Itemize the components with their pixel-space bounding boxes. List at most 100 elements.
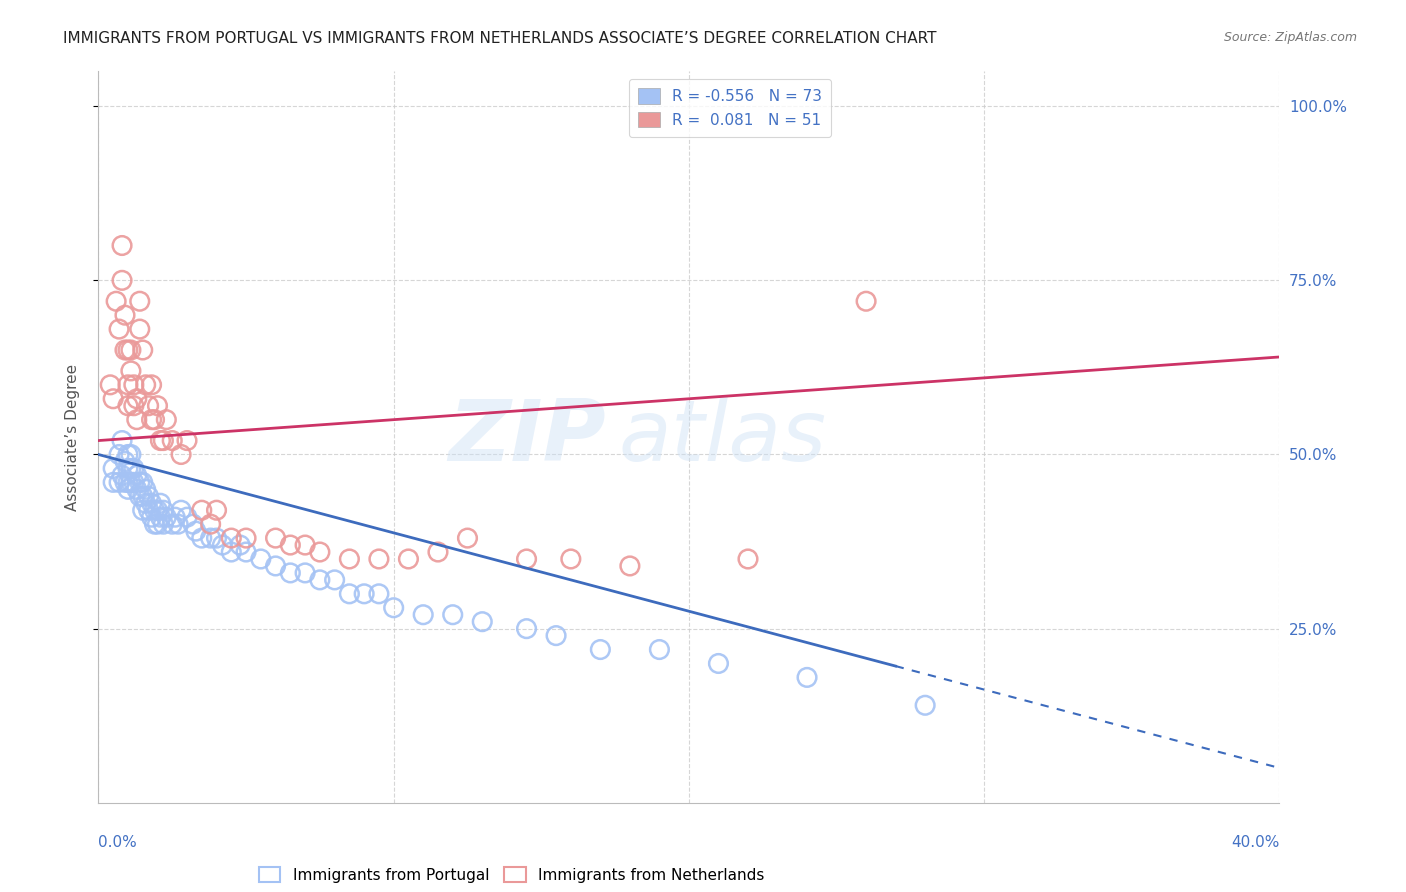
- Point: [122, 461, 145, 475]
- Point: [184, 524, 207, 538]
- Point: [128, 489, 150, 503]
- Text: 40.0%: 40.0%: [1232, 836, 1279, 850]
- Point: [108, 475, 131, 490]
- Point: [368, 587, 391, 601]
- Point: [309, 573, 332, 587]
- Point: [114, 308, 136, 322]
- Point: [149, 434, 172, 448]
- Point: [117, 475, 139, 490]
- Point: [278, 566, 302, 580]
- Point: [796, 670, 818, 684]
- Point: [128, 294, 150, 309]
- Point: [143, 412, 166, 426]
- Point: [170, 503, 193, 517]
- Point: [353, 587, 375, 601]
- Point: [170, 448, 193, 462]
- Point: [441, 607, 464, 622]
- Point: [176, 510, 198, 524]
- Point: [412, 607, 434, 622]
- Point: [135, 496, 157, 510]
- Point: [200, 531, 222, 545]
- Point: [707, 657, 730, 671]
- Point: [560, 552, 582, 566]
- Text: IMMIGRANTS FROM PORTUGAL VS IMMIGRANTS FROM NETHERLANDS ASSOCIATE’S DEGREE CORRE: IMMIGRANTS FROM PORTUGAL VS IMMIGRANTS F…: [63, 31, 936, 46]
- Point: [141, 412, 163, 426]
- Point: [117, 399, 139, 413]
- Point: [323, 573, 346, 587]
- Point: [149, 510, 172, 524]
- Point: [125, 468, 148, 483]
- Point: [855, 294, 877, 309]
- Point: [162, 434, 183, 448]
- Point: [111, 468, 134, 483]
- Point: [135, 377, 157, 392]
- Point: [141, 377, 163, 392]
- Point: [122, 377, 145, 392]
- Point: [515, 552, 537, 566]
- Point: [368, 552, 391, 566]
- Text: atlas: atlas: [619, 395, 827, 479]
- Point: [152, 503, 174, 517]
- Point: [138, 489, 160, 503]
- Legend: R = -0.556   N = 73, R =  0.081   N = 51: R = -0.556 N = 73, R = 0.081 N = 51: [630, 79, 831, 137]
- Point: [211, 538, 233, 552]
- Point: [191, 531, 214, 545]
- Point: [146, 517, 169, 532]
- Point: [309, 545, 332, 559]
- Point: [294, 566, 316, 580]
- Point: [737, 552, 759, 566]
- Point: [219, 545, 242, 559]
- Point: [120, 475, 142, 490]
- Point: [219, 531, 242, 545]
- Point: [125, 412, 148, 426]
- Text: ZIP: ZIP: [449, 395, 606, 479]
- Point: [108, 322, 131, 336]
- Point: [138, 399, 160, 413]
- Point: [205, 503, 228, 517]
- Point: [120, 461, 142, 475]
- Point: [165, 510, 187, 524]
- Point: [427, 545, 450, 559]
- Point: [146, 399, 169, 413]
- Point: [117, 483, 139, 497]
- Point: [264, 558, 287, 573]
- Point: [229, 538, 252, 552]
- Point: [264, 531, 287, 545]
- Point: [120, 364, 142, 378]
- Point: [122, 475, 145, 490]
- Point: [181, 517, 204, 532]
- Point: [546, 629, 568, 643]
- Point: [128, 475, 150, 490]
- Point: [143, 503, 166, 517]
- Point: [152, 517, 174, 532]
- Point: [135, 483, 157, 497]
- Point: [294, 538, 316, 552]
- Point: [105, 294, 128, 309]
- Point: [132, 475, 155, 490]
- Point: [132, 489, 155, 503]
- Point: [111, 273, 134, 287]
- Point: [250, 552, 273, 566]
- Text: 0.0%: 0.0%: [98, 836, 138, 850]
- Point: [589, 642, 612, 657]
- Text: Source: ZipAtlas.com: Source: ZipAtlas.com: [1223, 31, 1357, 45]
- Point: [278, 538, 302, 552]
- Point: [143, 517, 166, 532]
- Point: [146, 503, 169, 517]
- Point: [515, 622, 537, 636]
- Point: [155, 510, 177, 524]
- Point: [141, 510, 163, 524]
- Point: [149, 496, 172, 510]
- Point: [339, 552, 360, 566]
- Point: [176, 434, 198, 448]
- Point: [648, 642, 671, 657]
- Point: [120, 343, 142, 357]
- Point: [103, 461, 125, 475]
- Point: [117, 448, 139, 462]
- Point: [125, 392, 148, 406]
- Point: [117, 377, 139, 392]
- Y-axis label: Associate’s Degree: Associate’s Degree: [65, 364, 80, 510]
- Point: [117, 343, 139, 357]
- Point: [132, 343, 155, 357]
- Point: [619, 558, 641, 573]
